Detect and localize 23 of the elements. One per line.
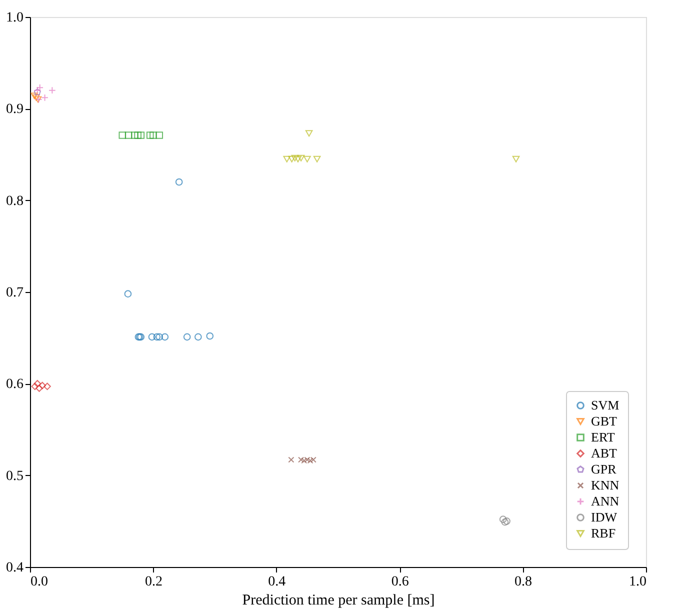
x-tick-label: 1.0: [629, 574, 646, 590]
legend-label: IDW: [591, 510, 618, 524]
y-tick-label: 0.4: [6, 560, 24, 576]
y-tick-label: 0.8: [6, 194, 24, 209]
legend-label: RBF: [591, 526, 616, 540]
x-tick-label: 0.2: [144, 574, 162, 590]
x-tick-label: 0.0: [30, 574, 48, 590]
x-axis-title: Prediction time per sample [ms]: [242, 592, 435, 608]
x-tick-label: 0.6: [391, 574, 409, 590]
legend-label: GPR: [591, 462, 617, 476]
y-tick-label: 0.5: [6, 468, 24, 484]
y-tick-label: 0.7: [6, 286, 24, 300]
legend-label: ERT: [591, 430, 615, 444]
y-tick-label: 1.0: [6, 10, 24, 26]
y-tick-label: 0.9: [6, 102, 24, 118]
legend-label: ABT: [591, 446, 618, 460]
x-tick-label: 0.8: [514, 574, 532, 590]
legend-label: ANN: [591, 494, 620, 508]
x-tick-label: 0.4: [268, 574, 286, 590]
legend-label: SVM: [591, 398, 620, 412]
legend-label: KNN: [591, 478, 620, 492]
y-tick-label: 0.6: [6, 377, 24, 392]
legend-label: GBT: [591, 414, 618, 428]
